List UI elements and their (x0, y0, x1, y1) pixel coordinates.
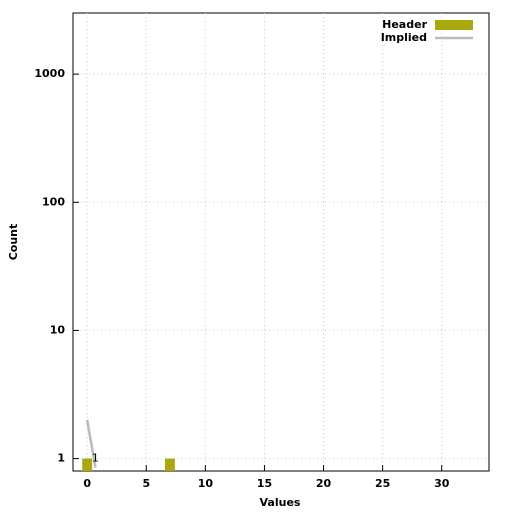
plot-area (82, 419, 175, 471)
line (85, 419, 97, 468)
x-tick-label: 10 (198, 477, 214, 490)
legend-label: Header (382, 18, 427, 31)
y-tick-label: 10 (50, 323, 66, 336)
legend-swatch (435, 20, 473, 30)
x-axis-label: Values (260, 496, 301, 509)
data-label: 1 (92, 452, 99, 465)
bar (164, 458, 175, 471)
y-tick-label: 100 (42, 195, 65, 208)
x-tick-label: 20 (316, 477, 332, 490)
bar (82, 458, 93, 471)
x-tick-label: 15 (257, 477, 272, 490)
x-tick-label: 30 (434, 477, 450, 490)
x-tick-label: 25 (375, 477, 390, 490)
x-tick-label: 0 (83, 477, 91, 490)
y-tick-label: 1 (57, 452, 65, 465)
legend-label: Implied (381, 31, 427, 44)
x-tick-label: 5 (142, 477, 150, 490)
y-tick-label: 1000 (34, 67, 65, 80)
plot-frame (72, 12, 490, 472)
y-axis-label: Count (7, 224, 20, 261)
